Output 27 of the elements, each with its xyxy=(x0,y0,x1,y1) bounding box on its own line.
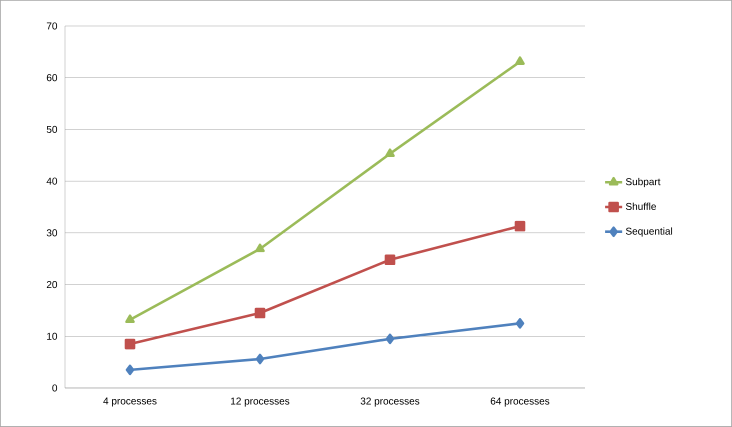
y-tick-label: 10 xyxy=(47,332,58,340)
x-tick-label: 12 processes xyxy=(231,398,290,407)
point xyxy=(516,318,524,329)
y-tick-label: 20 xyxy=(46,281,58,288)
point xyxy=(386,334,394,344)
point xyxy=(256,354,264,364)
point xyxy=(385,148,395,158)
point xyxy=(384,254,396,266)
y-tick-label: 30 xyxy=(46,229,58,236)
point xyxy=(126,364,134,376)
y-tick-label: 0 xyxy=(52,384,58,392)
point xyxy=(515,56,525,65)
point xyxy=(514,220,526,232)
x-tick-label: 4 processes xyxy=(103,398,157,406)
point xyxy=(124,338,136,350)
y-tick-label: 70 xyxy=(46,22,58,30)
x-tick-label: 64 processes xyxy=(490,398,550,407)
legend-label: Shuffle xyxy=(626,202,656,210)
y-tick-label: 60 xyxy=(46,74,58,82)
point xyxy=(254,308,266,318)
y-tick-label: 40 xyxy=(46,178,58,185)
point xyxy=(255,244,265,252)
point xyxy=(125,314,135,324)
legend-label: Sequential xyxy=(626,227,672,237)
x-tick-label: 32 processes xyxy=(360,398,420,407)
legend-label: Subpart xyxy=(626,178,660,188)
y-tick-label: 50 xyxy=(46,126,58,133)
